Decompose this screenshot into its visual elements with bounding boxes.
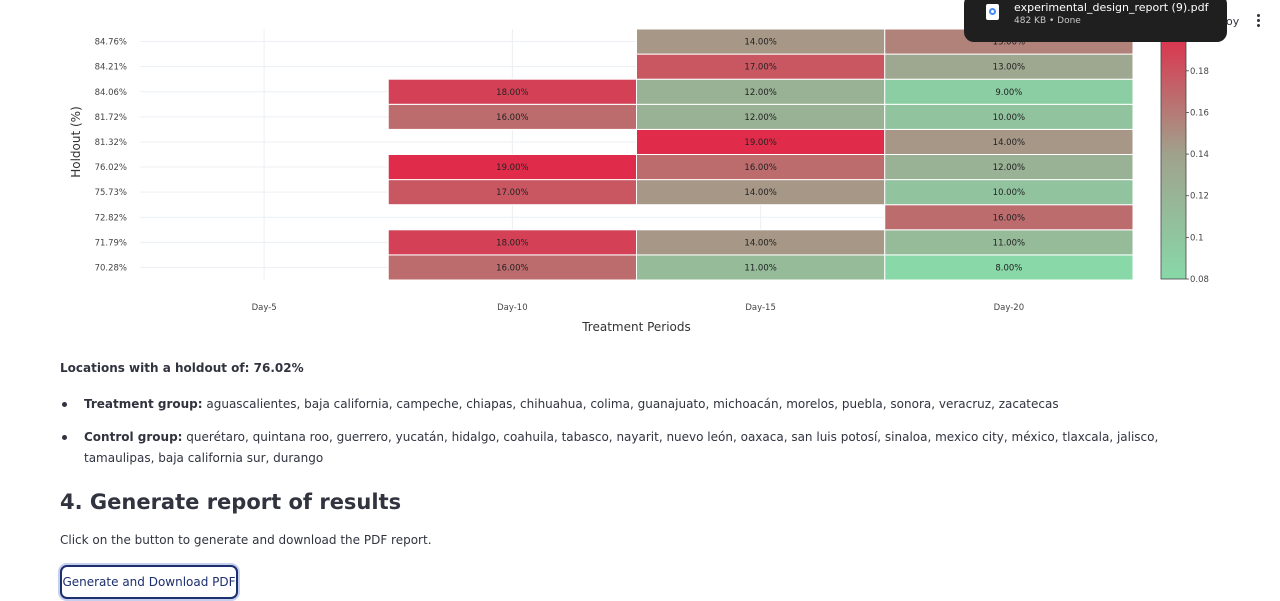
x-tick-label: Day-15 <box>745 303 776 313</box>
cell-label: 11.00% <box>744 263 776 273</box>
toolbar-partial-text: oy <box>1226 15 1240 28</box>
pdf-file-icon <box>986 4 999 20</box>
heatmap-cell <box>636 128 886 155</box>
cell-label: 19.00% <box>744 138 776 148</box>
cell-label: 14.00% <box>993 138 1025 148</box>
colorbar-tick-label: 0.18 <box>1190 67 1209 77</box>
heatmap-cell <box>636 28 886 55</box>
cell-label: 18.00% <box>496 238 528 248</box>
x-tick-label: Day-10 <box>497 303 528 313</box>
download-filename[interactable]: experimental_design_report (9).pdf <box>1014 1 1209 14</box>
cell-label: 15.00% <box>993 38 1025 48</box>
heatmap-cell <box>636 103 886 130</box>
cell-label: 8.00% <box>995 263 1022 273</box>
y-tick-label: 81.32% <box>95 138 127 148</box>
cell-label: 16.00% <box>496 263 528 273</box>
cell-label: 10.00% <box>993 113 1025 123</box>
colorbar-tick-label: 0.12 <box>1190 192 1209 202</box>
heatmap-cell <box>884 128 1134 155</box>
y-tick-label: 70.28% <box>95 263 127 273</box>
heatmap-cell <box>884 103 1134 130</box>
heatmap-cell <box>884 254 1134 281</box>
cell-label: 12.00% <box>744 113 776 123</box>
heatmap-cell <box>884 154 1134 181</box>
download-status: 482 KB • Done <box>1014 16 1081 26</box>
cell-label: 13.00% <box>993 63 1025 73</box>
treatment-group-label: Treatment group: <box>84 397 203 411</box>
cell-label: 10.00% <box>993 188 1025 198</box>
more-options-icon[interactable] <box>1252 12 1264 28</box>
heatmap-chart: 16.00% 11.00% 8.00% 18.00% 14.00% 11.00% 16.00… <box>69 28 1209 334</box>
colorbar-tick-label: 0.08 <box>1190 275 1209 285</box>
heatmap-cell <box>884 204 1134 231</box>
report-section-title: 4. Generate report of results <box>60 490 402 514</box>
heatmap-cell <box>636 78 886 105</box>
heatmap-cell <box>387 103 637 130</box>
cell-label: 12.00% <box>993 163 1025 173</box>
y-tick-label: 71.79% <box>95 238 127 248</box>
cell-label: 16.00% <box>496 113 528 123</box>
cell-label: 17.00% <box>496 188 528 198</box>
generate-pdf-button[interactable]: Generate and Download PDF <box>60 565 238 599</box>
colorbar-tick-label: 0.16 <box>1190 108 1209 118</box>
cell-label: 17.00% <box>744 63 776 73</box>
cell-label: 11.00% <box>993 238 1025 248</box>
control-group-list: querétaro, quintana roo, guerrero, yucat… <box>84 430 1159 465</box>
control-group-label: Control group: <box>84 430 183 444</box>
cell-label: 9.00% <box>995 88 1022 98</box>
download-notification[interactable]: experimental_design_report (9).pdf 482 K… <box>964 0 1227 42</box>
cell-label: 16.00% <box>744 163 776 173</box>
y-tick-label: 84.06% <box>95 88 127 98</box>
heatmap-cell <box>387 154 637 181</box>
cell-label: 12.00% <box>744 88 776 98</box>
cell-label: 14.00% <box>744 38 776 48</box>
y-tick-label: 81.72% <box>95 113 127 123</box>
cell-label: 18.00% <box>496 88 528 98</box>
y-tick-label: 72.82% <box>95 213 127 223</box>
cell-label: 14.00% <box>744 238 776 248</box>
heatmap-cell <box>884 229 1134 256</box>
locations-list: Treatment group: aguascalientes, baja ca… <box>60 394 1220 481</box>
colorbar-tick-label: 0.14 <box>1190 150 1209 160</box>
x-tick-label: Day-5 <box>252 303 277 313</box>
cell-label: 14.00% <box>744 188 776 198</box>
report-description: Click on the button to generate and down… <box>60 533 432 547</box>
cell-label: 19.00% <box>496 163 528 173</box>
cell-label: 16.00% <box>993 213 1025 223</box>
heatmap-cell <box>884 179 1134 206</box>
treatment-group-list: aguascalientes, baja california, campech… <box>206 397 1059 411</box>
heatmap-cell <box>636 154 886 181</box>
colorbar <box>1160 29 1187 280</box>
x-tick-label: Day-20 <box>994 303 1025 313</box>
heatmap-cell <box>387 179 637 206</box>
y-tick-label: 84.76% <box>95 38 127 48</box>
y-tick-label: 84.21% <box>95 63 127 73</box>
treatment-group-item: Treatment group: aguascalientes, baja ca… <box>60 394 1220 415</box>
x-axis-title: Treatment Periods <box>581 320 691 334</box>
colorbar-tick-label: 0.1 <box>1190 233 1204 243</box>
y-tick-label: 76.02% <box>95 163 127 173</box>
heatmap-cell <box>884 53 1134 80</box>
control-group-item: Control group: querétaro, quintana roo, … <box>60 427 1220 469</box>
y-axis-title: Holdout (%) <box>69 106 83 178</box>
y-tick-label: 75.73% <box>95 188 127 198</box>
locations-heading: Locations with a holdout of: 76.02% <box>60 361 304 375</box>
